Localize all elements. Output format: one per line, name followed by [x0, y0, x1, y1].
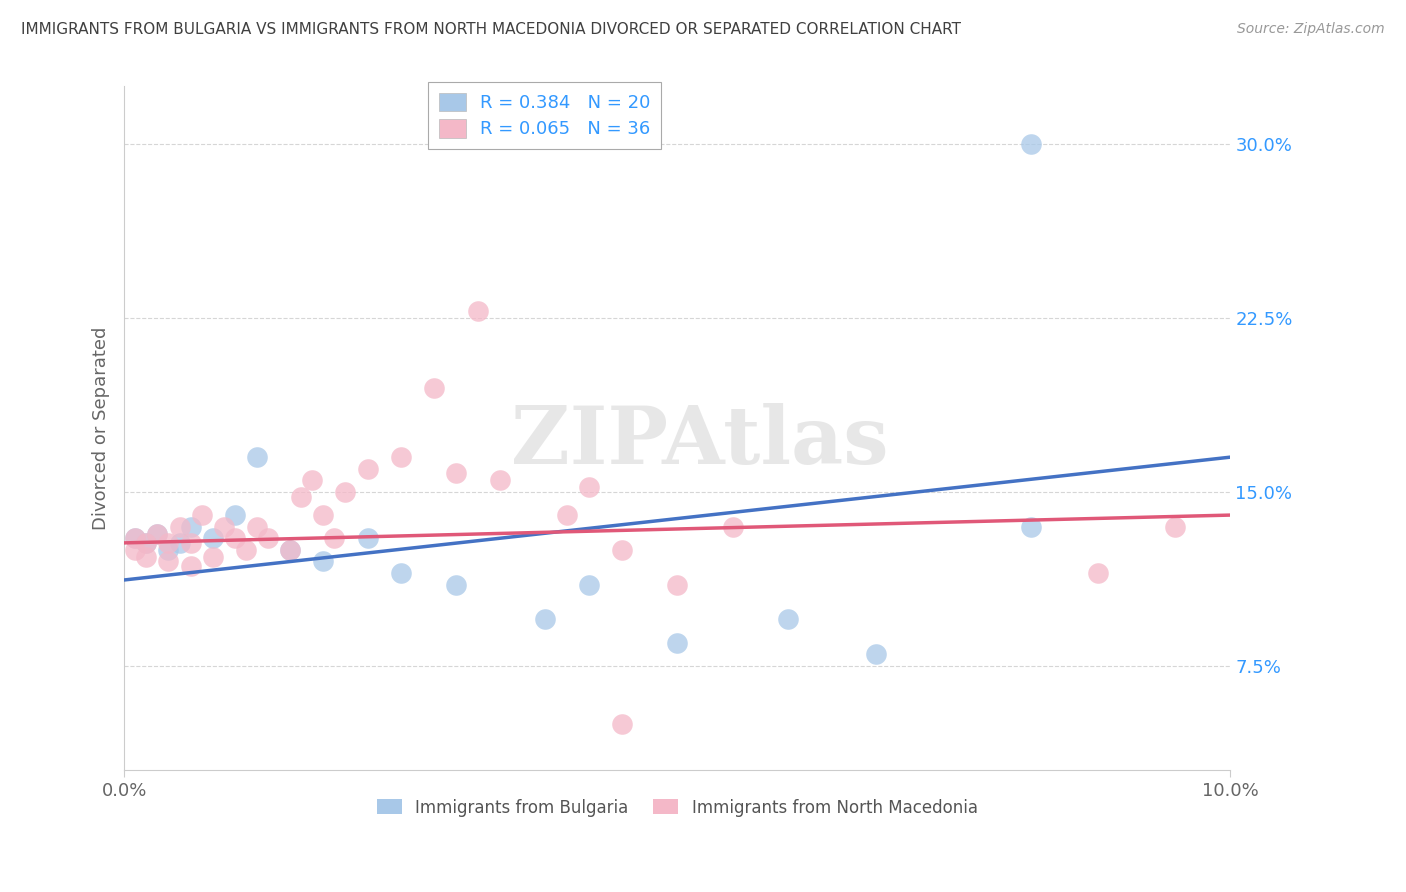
Point [721, 519, 744, 533]
Point [146, 526, 169, 541]
Point [578, 480, 600, 494]
Point [1087, 566, 1109, 580]
Point [278, 542, 301, 557]
Point [533, 612, 555, 626]
Point [444, 577, 467, 591]
Point [169, 519, 191, 533]
Point [335, 484, 357, 499]
Point [246, 450, 269, 464]
Point [666, 635, 689, 649]
Point [278, 542, 301, 557]
Point [201, 549, 224, 564]
Point [124, 531, 146, 545]
Legend: Immigrants from Bulgaria, Immigrants from North Macedonia: Immigrants from Bulgaria, Immigrants fro… [370, 792, 984, 823]
Point [578, 577, 600, 591]
Point [235, 542, 257, 557]
Point [135, 536, 157, 550]
Point [865, 647, 887, 661]
Point [201, 531, 224, 545]
Point [1019, 519, 1042, 533]
Point [124, 542, 146, 557]
Point [135, 549, 157, 564]
Point [180, 559, 202, 574]
Text: IMMIGRANTS FROM BULGARIA VS IMMIGRANTS FROM NORTH MACEDONIA DIVORCED OR SEPARATE: IMMIGRANTS FROM BULGARIA VS IMMIGRANTS F… [21, 22, 962, 37]
Point [312, 508, 335, 522]
Point [124, 531, 146, 545]
Point [555, 508, 578, 522]
Point [356, 531, 378, 545]
Point [257, 531, 280, 545]
Point [157, 536, 180, 550]
Text: Source: ZipAtlas.com: Source: ZipAtlas.com [1237, 22, 1385, 37]
Point [666, 577, 689, 591]
Point [290, 490, 312, 504]
Point [169, 536, 191, 550]
Point [190, 508, 212, 522]
Point [224, 531, 246, 545]
Point [323, 531, 346, 545]
Point [356, 461, 378, 475]
Point [610, 716, 633, 731]
Point [467, 304, 489, 318]
Point [180, 519, 202, 533]
Point [157, 542, 180, 557]
Point [301, 473, 323, 487]
Point [135, 536, 157, 550]
Point [776, 612, 799, 626]
Point [389, 566, 412, 580]
Point [610, 542, 633, 557]
Point [224, 508, 246, 522]
Point [146, 526, 169, 541]
Point [157, 554, 180, 568]
Point [423, 381, 446, 395]
Point [212, 519, 235, 533]
Point [312, 554, 335, 568]
Y-axis label: Divorced or Separated: Divorced or Separated [93, 326, 110, 530]
Point [1019, 137, 1042, 152]
Point [389, 450, 412, 464]
Point [489, 473, 512, 487]
Point [1164, 519, 1187, 533]
Point [180, 536, 202, 550]
Point [246, 519, 269, 533]
Point [444, 467, 467, 481]
Text: ZIPAtlas: ZIPAtlas [510, 403, 889, 481]
